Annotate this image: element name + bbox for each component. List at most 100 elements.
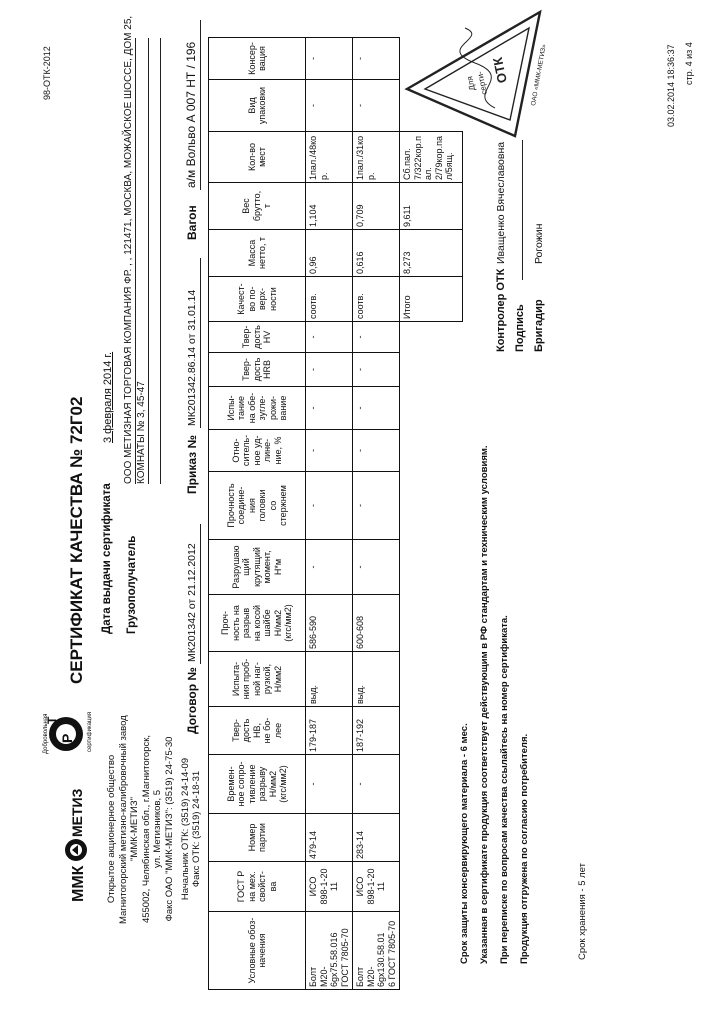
column-header: Условные обоз- начения [208, 911, 306, 990]
column-header: Разрушаю щий крутящий момент, Н*м [208, 539, 306, 595]
order-label: Приказ № [185, 435, 199, 494]
wagon-underline [200, 20, 201, 190]
total-gross: 9,611 [399, 182, 463, 230]
table-cell: 179-187 [305, 706, 353, 755]
table-cell: соотв. [352, 276, 400, 322]
table-cell: - [305, 471, 353, 540]
consignee-line1: ООО МЕТИЗНАЯ ТОРГОВАЯ КОМПАНИЯ ФР. , , 1… [123, 15, 134, 484]
empty-cell [400, 322, 463, 990]
wagon-label: Вагон [185, 205, 199, 240]
table-cell: 187-192 [352, 706, 400, 755]
company-address: Открытое акционерное общество Магнитогор… [106, 715, 203, 924]
column-header: Испыта- ния проб- ной наг- рузкой, Н/мм2 [208, 651, 306, 707]
svg-text:P: P [59, 734, 75, 743]
table-total-row: Итого 8,273 9,611 Сб.пал. 7/322кор.п ал. 2/… [399, 38, 463, 990]
column-header: Масса нетто, т [208, 229, 306, 277]
column-header: Испы- тание на обе- зугле- рожи- вание [208, 386, 306, 430]
address-line: Магнитогорский метизно-калибровочный зав… [117, 715, 129, 924]
svg-text:МЕТИЗ: МЕТИЗ [69, 788, 85, 837]
table-cell: - [352, 429, 400, 472]
order-value: МК201342.86.14 от 31.01.14 [186, 289, 198, 426]
note-shipment: Продукция отгружена по согласию потребит… [519, 733, 530, 964]
column-header: Прочность соедине- ния головки со стержн… [208, 471, 306, 540]
table-header-row: Условные обоз- начения ГОСТ Р на мех. сво… [208, 37, 306, 990]
address-line: Начальник ОТК: (3519) 24-14-09 [179, 757, 191, 901]
address-line: "ММК-МЕТИЗ" [129, 797, 141, 861]
table-cell: ИСО 898-1-20 11 [352, 861, 400, 912]
consignee-label: Грузополучатель [126, 535, 138, 634]
svg-text:Т: Т [45, 716, 59, 724]
table-cell: Болт М20-6gх130.58.01 6 ГОСТ 7805-70 [352, 911, 400, 990]
column-header: ГОСТ Р на мех. свойст- ва [208, 861, 306, 912]
contract-underline [200, 524, 201, 664]
address-line: Факс ОАО "ММК-МЕТИЗ": (3519) 24-75-30 [163, 736, 175, 922]
page-number: стр. 4 из 4 [684, 42, 694, 85]
svg-text:ММК: ММК [70, 865, 87, 902]
quality-table: Условные обоз- начения ГОСТ Р на мех. сво… [208, 37, 463, 990]
table-cell: - [305, 754, 353, 814]
table-cell: - [352, 539, 400, 595]
table-cell: - [352, 79, 400, 132]
table-cell: - [352, 471, 400, 540]
note-correspondence: При переписке по вопросам качества ссыла… [499, 615, 510, 964]
table-cell: 1пал./48ко р. [305, 131, 353, 183]
table-cell: - [305, 79, 353, 132]
column-header: Времен- ное сопро- тивление разрыву Н/мм… [208, 754, 306, 814]
column-header: Качест- во по- верх- ности [208, 276, 306, 322]
table-cell: - [305, 386, 353, 430]
column-header: Твер- дость HV [208, 321, 306, 353]
table-row: Болт М20-6gх130.58.01 6 ГОСТ 7805-70 ИСО … [352, 37, 400, 990]
table-cell: 479-14 [305, 813, 353, 862]
table-cell: - [305, 429, 353, 472]
table-cell: Болт М20-6gх75.58.016 ГОСТ 7805-70 [305, 911, 353, 990]
column-header: Номер партии [208, 813, 306, 862]
contract-label: Договор № [185, 667, 199, 734]
signature-label: Подпись [514, 304, 526, 352]
issue-date-value: 3 февраля 2014 г. [102, 351, 114, 443]
table-cell: - [352, 386, 400, 430]
order-underline [200, 258, 201, 428]
certification-logo: P Т Добровольная сертификация [40, 706, 93, 762]
table-cell: ИСО 898-1-20 11 [305, 861, 353, 912]
table-cell: 1,104 [305, 182, 353, 230]
table-cell: - [305, 321, 353, 353]
issue-date-label: Дата выдачи сертификата [101, 483, 113, 634]
table-cell: выд. [352, 651, 400, 707]
address-line: Открытое акционерное общество [106, 754, 117, 904]
consignee-underline [160, 38, 161, 484]
form-code: 98-ОТК-2012 [42, 46, 52, 100]
note-compliance: Указанная в сертификате продукция соотве… [479, 445, 490, 964]
table-cell: 0,96 [305, 229, 353, 277]
table-row: Болт М20-6gх75.58.016 ГОСТ 7805-70 ИСО 89… [305, 37, 353, 990]
consignee-line2: КОМНАТЫ № 3, 45-47 [136, 381, 147, 484]
table-cell: - [352, 352, 400, 387]
controller-name: Иващенко Вячеславовна [495, 141, 507, 264]
foreman-name: Рогожин [533, 223, 545, 264]
storage-note: Срок хранения - 5 лет [577, 863, 588, 960]
table-cell: 1пал./31ко р. [352, 131, 400, 183]
svg-text:ОТК: ОТК [490, 56, 510, 85]
note-protection: Срок защиты консервирующего материала - … [459, 723, 470, 964]
address-line: ул. Метизников, 5 [152, 789, 164, 869]
total-net: 8,273 [399, 229, 463, 277]
table-cell: 283-14 [352, 813, 400, 862]
svg-text:сертификация: сертификация [87, 712, 92, 752]
address-line: 455002, Челябинская обл., г.Магнитогорск… [140, 734, 152, 924]
address-line: Факс ОТК: (3519) 24-18-31 [191, 770, 203, 888]
signature-line [522, 140, 523, 280]
contract-value: МК201342 от 21.12.2012 [186, 543, 198, 662]
table-cell: выд. [305, 651, 353, 707]
svg-text:серти-: серти- [475, 70, 489, 95]
column-header: Проч- ность на разрыв на косой шайбе Н/м… [208, 594, 306, 652]
foreman-label: Бригадир [533, 299, 545, 352]
total-label: Итого [399, 276, 463, 322]
column-header: Твер- дость HRB [208, 352, 306, 387]
column-header: Кол-во мест [208, 131, 306, 183]
table-cell: 586-590 [305, 594, 353, 652]
table-cell: соотв. [305, 276, 353, 322]
table-cell: - [352, 754, 400, 814]
table-cell: 0,616 [352, 229, 400, 277]
column-header: Консер- вация [208, 37, 306, 80]
table-cell: - [352, 321, 400, 353]
